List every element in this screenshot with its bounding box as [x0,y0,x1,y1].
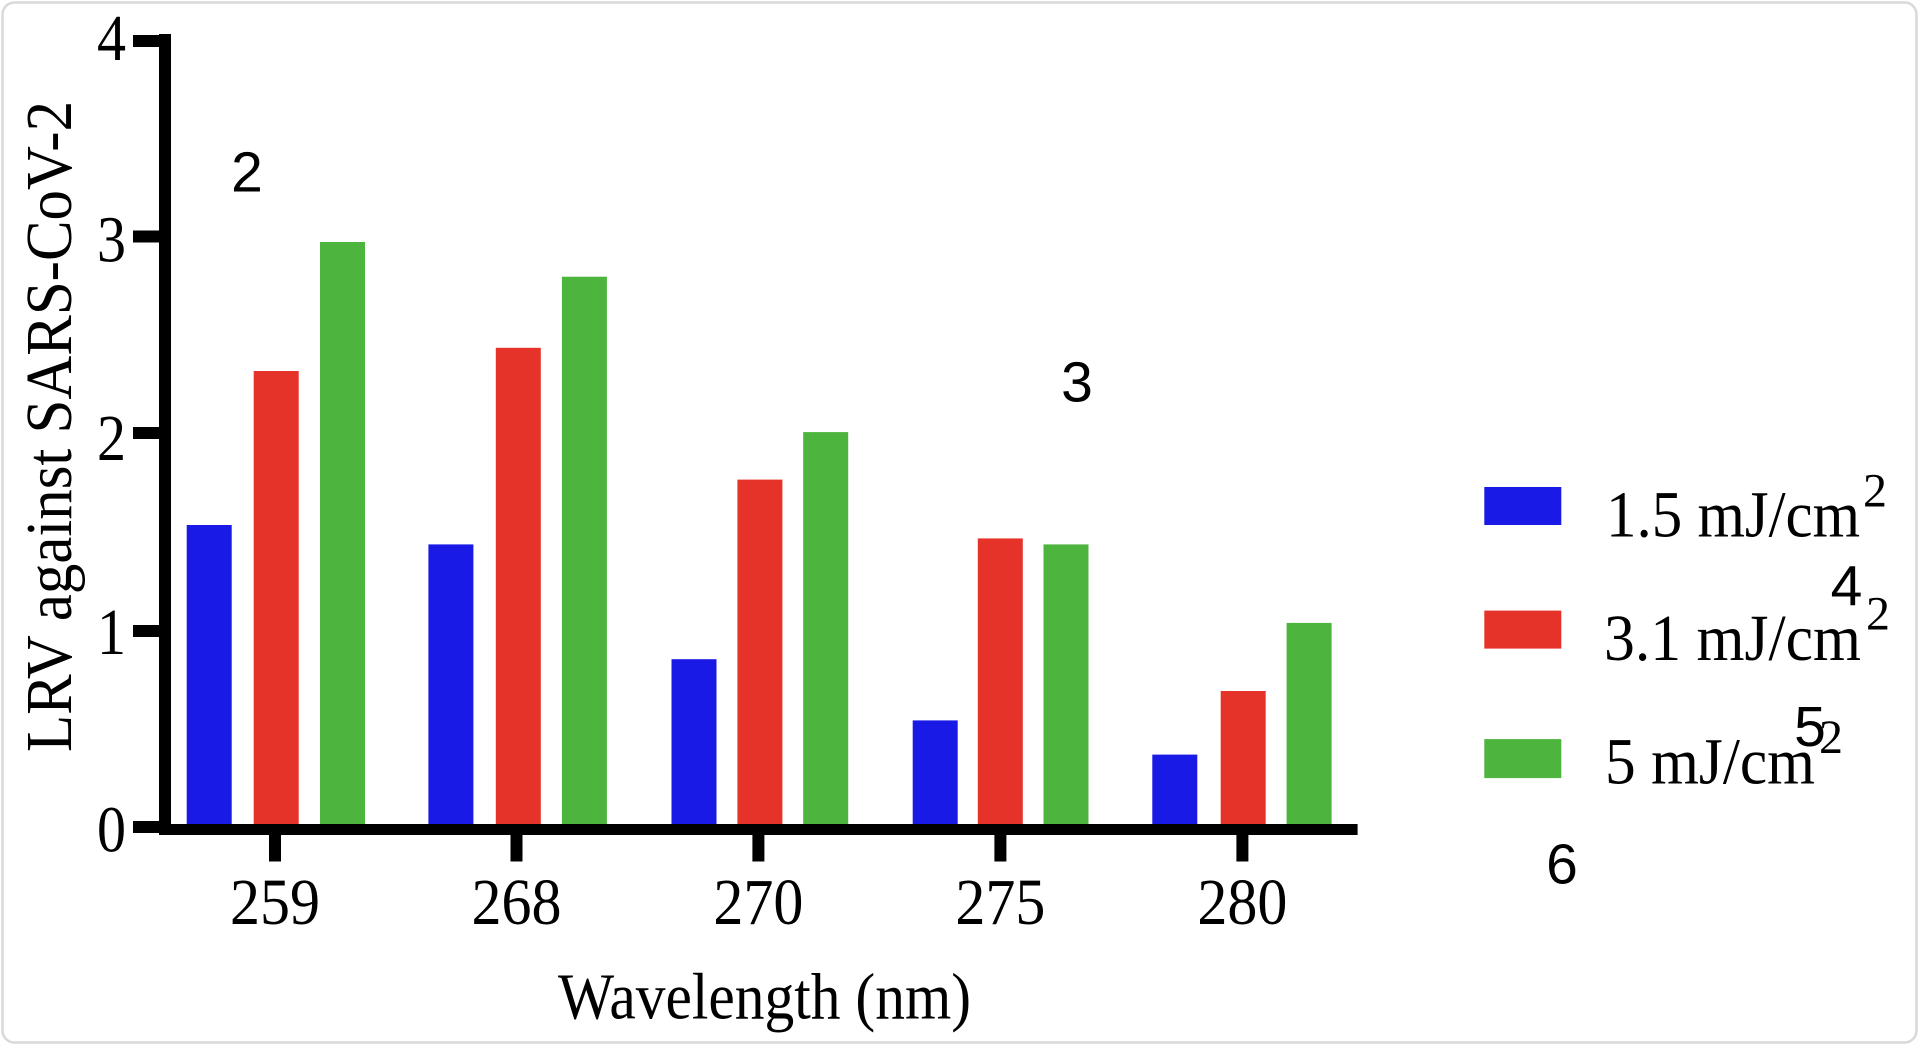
svg-text:3: 3 [1061,351,1093,415]
svg-text:5: 5 [1794,695,1826,759]
svg-text:1: 1 [97,596,126,669]
svg-text:275: 275 [955,866,1045,939]
svg-text:259: 259 [230,866,320,939]
svg-text:Wavelength (nm): Wavelength (nm) [558,960,971,1033]
svg-text:4: 4 [1831,555,1863,619]
svg-text:2: 2 [231,141,263,205]
svg-text:0: 0 [97,793,126,866]
svg-text:280: 280 [1197,866,1287,939]
svg-text:270: 270 [713,866,803,939]
svg-text:4: 4 [97,2,126,75]
svg-text:2: 2 [1866,588,1890,641]
svg-text:268: 268 [472,866,562,939]
svg-text:1.5 mJ/cm: 1.5 mJ/cm [1606,479,1860,552]
svg-text:5 mJ/cm: 5 mJ/cm [1605,725,1815,798]
svg-text:LRV against SARS-CoV-2: LRV against SARS-CoV-2 [13,101,86,752]
svg-text:2: 2 [1819,711,1843,764]
svg-text:2: 2 [1863,465,1887,518]
svg-text:2: 2 [97,402,126,475]
svg-text:6: 6 [1546,832,1578,896]
svg-text:3.1 mJ/cm: 3.1 mJ/cm [1604,602,1861,675]
svg-text:3: 3 [97,203,126,276]
